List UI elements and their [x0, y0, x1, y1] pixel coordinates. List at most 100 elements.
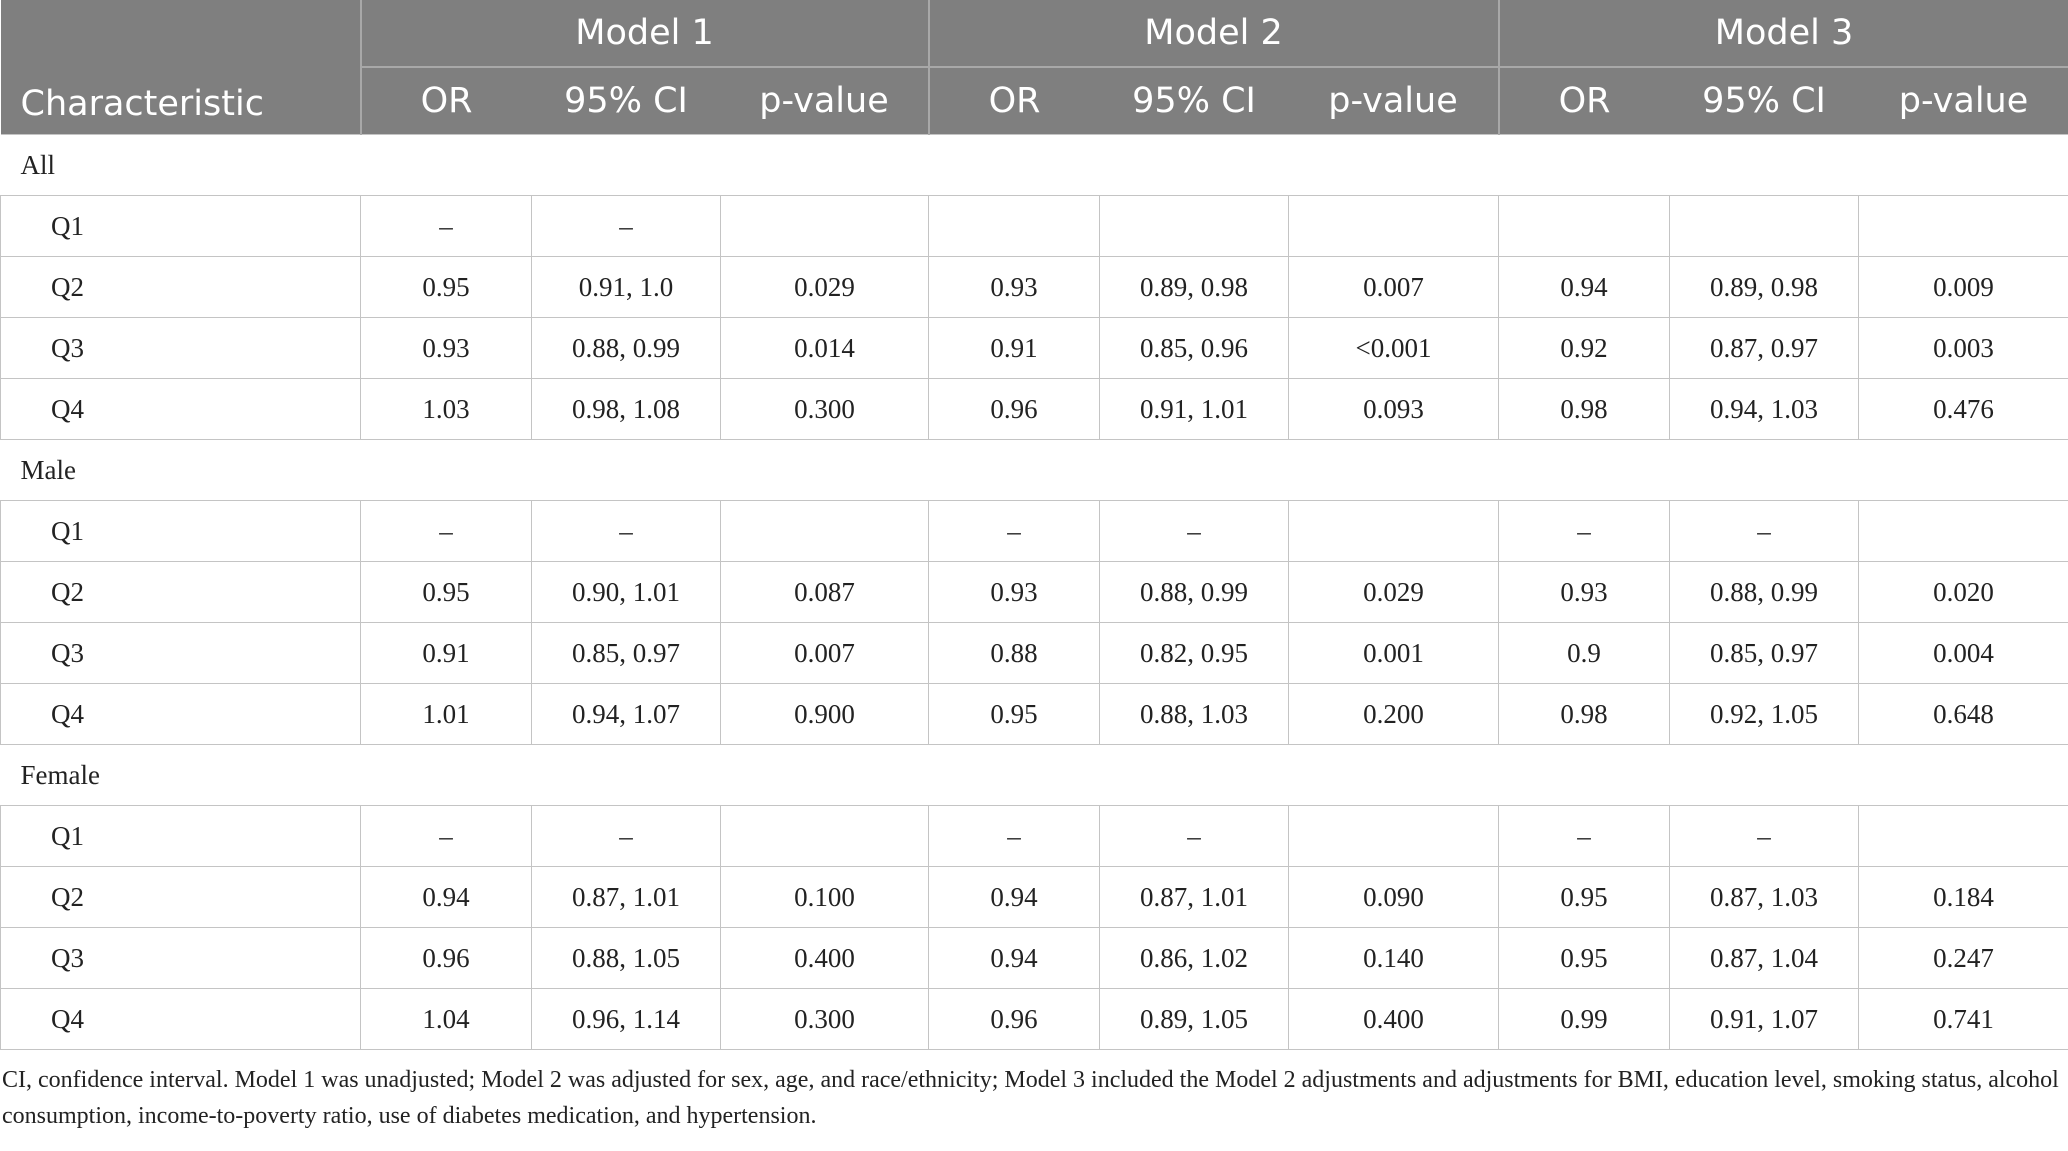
data-row: Q3 0.93 0.88, 0.99 0.014 0.91 0.85, 0.96 <0.00… [0, 317, 2068, 379]
cell [928, 195, 1100, 257]
cell: 0.900 [720, 683, 929, 745]
cell: 1.04 [360, 988, 532, 1050]
cell: 0.007 [720, 622, 929, 684]
cell: 0.88, 1.03 [1099, 683, 1289, 745]
cell: 0.400 [720, 927, 929, 989]
cell [1288, 805, 1499, 867]
cell: 0.090 [1288, 866, 1499, 928]
cell: 0.94 [1498, 256, 1670, 318]
data-row: Q3 0.91 0.85, 0.97 0.007 0.88 0.82, 0.95 0.001… [0, 622, 2068, 684]
cell: – [1669, 500, 1859, 562]
cell: 0.007 [1288, 256, 1499, 318]
cell: 0.90, 1.01 [531, 561, 721, 623]
cell: 0.94 [928, 866, 1100, 928]
cell: 0.009 [1857, 256, 2068, 318]
cell: 0.014 [720, 317, 929, 379]
cell: – [531, 500, 721, 562]
cell: 0.093 [1288, 378, 1499, 440]
cell: 0.98, 1.08 [531, 378, 721, 440]
section-label: Female [0, 744, 2068, 806]
cell: 0.96 [928, 988, 1100, 1050]
cell: 0.91, 1.0 [531, 256, 721, 318]
cell: 0.476 [1857, 378, 2068, 440]
cell: 0.95 [1498, 866, 1670, 928]
cell: 0.300 [720, 988, 929, 1050]
section-label: All [0, 134, 2068, 196]
cell: 0.93 [928, 256, 1100, 318]
cell: 0.020 [1857, 561, 2068, 623]
cell: 0.029 [720, 256, 929, 318]
cell [1099, 195, 1289, 257]
data-row: Q2 0.95 0.90, 1.01 0.087 0.93 0.88, 0.99 0.029… [0, 561, 2068, 623]
data-row: Q3 0.96 0.88, 1.05 0.400 0.94 0.86, 1.02 0.140… [0, 927, 2068, 989]
cell: 0.300 [720, 378, 929, 440]
cell: 0.91, 1.01 [1099, 378, 1289, 440]
characteristic-header: Characteristic [0, 0, 361, 135]
cell: – [531, 805, 721, 867]
data-row: Q4 1.04 0.96, 1.14 0.300 0.96 0.89, 1.05 0.400… [0, 988, 2068, 1050]
cell: 0.94 [928, 927, 1100, 989]
cell: 0.91 [928, 317, 1100, 379]
cell: 1.01 [360, 683, 532, 745]
cell: – [360, 500, 532, 562]
cell: 0.648 [1857, 683, 2068, 745]
cell: 0.87, 1.01 [531, 866, 721, 928]
model-header: Model 1 [359, 0, 929, 68]
cell: 0.95 [360, 256, 532, 318]
cell: 0.92 [1498, 317, 1670, 379]
cell: 0.91, 1.07 [1669, 988, 1859, 1050]
cell [720, 195, 929, 257]
table-header: Characteristic Model 1 Model 2 Model 3 OR 95%… [0, 0, 2068, 135]
header-row: Characteristic Model 1 Model 2 Model 3 [0, 0, 2068, 135]
cell: 0.029 [1288, 561, 1499, 623]
section-row: All [0, 134, 2068, 196]
row-label: Q3 [0, 317, 361, 379]
cell: 0.93 [1498, 561, 1670, 623]
section-row: Male [0, 439, 2068, 501]
cell: 0.741 [1857, 988, 2068, 1050]
cell [1498, 195, 1670, 257]
cell: 0.96 [360, 927, 532, 989]
cell [1857, 805, 2068, 867]
column-header: p-value [1858, 67, 2068, 135]
data-row: Q2 0.94 0.87, 1.01 0.100 0.94 0.87, 1.01 0.090… [0, 866, 2068, 928]
header-row: OR 95% CI p-value OR 95% CI p-value OR 95% CI p-… [1, 67, 2068, 135]
cell: 1.03 [360, 378, 532, 440]
cell: 0.89, 0.98 [1669, 256, 1859, 318]
cell: 0.92, 1.05 [1669, 683, 1859, 745]
cell: 0.9 [1498, 622, 1670, 684]
row-label: Q4 [0, 988, 361, 1050]
row-label: Q2 [0, 866, 361, 928]
cell: 0.89, 0.98 [1099, 256, 1289, 318]
cell [1857, 195, 2068, 257]
cell: 0.87, 1.04 [1669, 927, 1859, 989]
cell: 0.87, 0.97 [1669, 317, 1859, 379]
cell: – [531, 195, 721, 257]
cell: 0.89, 1.05 [1099, 988, 1289, 1050]
cell: 0.94 [360, 866, 532, 928]
cell: – [1498, 805, 1670, 867]
model-header: Model 3 [1497, 0, 2068, 68]
data-row: Q1– – – – – – [0, 500, 2068, 562]
cell: 0.004 [1857, 622, 2068, 684]
cell: 0.247 [1857, 927, 2068, 989]
data-row: Q2 0.95 0.91, 1.0 0.029 0.93 0.89, 0.98 0.007 0… [0, 256, 2068, 318]
data-row: Q4 1.01 0.94, 1.07 0.900 0.95 0.88, 1.03 0.200… [0, 683, 2068, 745]
row-label: Q4 [0, 683, 361, 745]
cell: 0.88, 0.99 [1099, 561, 1289, 623]
section-row: Female [0, 744, 2068, 806]
cell [1288, 500, 1499, 562]
cell: – [360, 195, 532, 257]
cell: 0.400 [1288, 988, 1499, 1050]
table-body: All Q1– – Q2 0.95 0.91, 1.0 0.029 0.93 0.89, 0.9… [0, 134, 2068, 1050]
cell: 0.001 [1288, 622, 1499, 684]
cell: 0.184 [1857, 866, 2068, 928]
cell: 0.96 [928, 378, 1100, 440]
cell: 0.86, 1.02 [1099, 927, 1289, 989]
cell: 0.140 [1288, 927, 1499, 989]
cell: 0.93 [360, 317, 532, 379]
cell: 0.003 [1857, 317, 2068, 379]
results-table: Characteristic Model 1 Model 2 Model 3 OR 95%… [0, 0, 2068, 1050]
column-header: OR [359, 67, 532, 135]
